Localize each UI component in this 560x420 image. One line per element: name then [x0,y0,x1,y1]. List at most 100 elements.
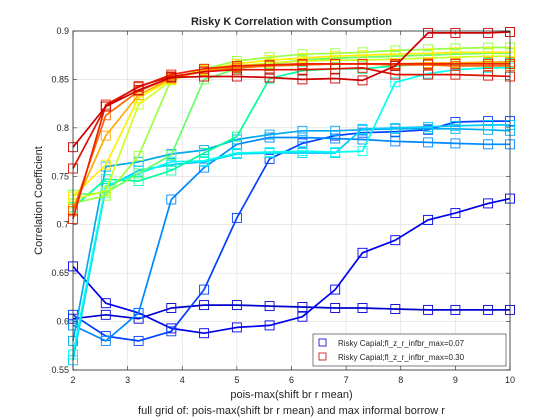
series-line [72,124,510,361]
data-point-marker [297,125,308,136]
x-tick-label: 8 [398,375,403,385]
y-tick-label: 0.55 [51,365,69,375]
data-point-marker [450,120,461,131]
data-point-marker [297,64,308,75]
data-point-marker [297,302,308,312]
data-point-marker [450,304,461,315]
data-point-marker [199,300,210,311]
data-point-marker [297,132,308,143]
x-tick-label: 7 [344,375,349,385]
data-point-marker [199,284,210,295]
data-point-marker [330,51,341,62]
data-point-marker [297,74,308,85]
data-point-marker [133,176,144,187]
data-point-marker [133,335,144,346]
y-tick-label: 0.8 [56,123,69,133]
series-line [72,127,511,342]
data-point-marker [330,147,341,158]
chart-title: Risky K Correlation with Consumption [191,16,392,28]
data-point-marker [450,58,461,69]
data-point-marker [423,214,434,225]
data-point-marker [133,313,144,324]
data-point-marker [199,71,210,82]
data-point-marker [166,303,177,313]
data-point-marker [330,303,341,313]
series-line [72,120,510,342]
data-point-marker [330,284,341,295]
data-point-marker [264,129,275,140]
data-point-marker [231,300,242,311]
data-point-marker [100,101,111,112]
data-point-marker [166,165,177,176]
data-point-marker [100,130,111,141]
legend: Risky Capial;fl_z_r_infbr_max=0.07 Risky… [312,333,507,367]
data-point-marker [231,71,242,82]
data-point-marker [264,301,275,312]
data-point-marker [231,322,242,333]
y-tick-label: 0.9 [56,26,69,36]
data-point-marker [357,134,368,145]
data-point-marker [231,131,242,142]
data-point-marker [390,304,401,314]
data-point-marker [483,47,494,58]
data-point-marker [100,159,111,170]
data-point-marker [297,58,308,69]
data-point-marker [133,85,144,96]
chart-caption: full grid of: pois-max(shift br r mean) … [138,405,445,417]
data-point-marker [100,335,111,346]
y-tick-label: 0.85 [51,74,69,84]
series-line [72,51,510,198]
x-tick-label: 10 [505,375,515,385]
data-point-marker [330,63,341,74]
legend-marker-2 [318,352,327,361]
data-point-marker [199,328,210,339]
data-point-marker [423,58,434,69]
legend-box [312,333,507,367]
data-point-marker [231,148,242,158]
data-point-marker [133,307,144,318]
data-point-marker [166,194,177,205]
y-tick-label: 0.65 [51,268,69,278]
y-tick-label: 0.6 [56,317,69,327]
data-point-marker [483,70,494,81]
data-point-marker [166,72,177,83]
x-tick-label: 3 [125,375,130,385]
y-tick-label: 0.7 [56,220,69,230]
data-point-marker [390,77,401,88]
data-point-marker [357,123,368,134]
series-line [72,31,511,148]
x-tick-label: 9 [453,375,458,385]
y-axis-label: Correlation Coefficient [33,146,45,255]
data-point-marker [199,155,210,166]
data-point-marker [264,72,275,83]
data-point-marker [166,326,177,337]
data-point-marker [483,120,494,130]
data-point-marker [199,148,210,158]
data-point-marker [357,303,368,313]
data-point-marker [483,139,494,150]
data-point-marker [450,138,461,149]
data-point-marker [330,73,341,84]
data-point-marker [483,27,494,38]
series-line [72,66,510,355]
data-point-marker [133,99,144,110]
data-point-marker [390,122,401,133]
series-2 [68,193,515,339]
data-point-marker [483,58,494,69]
data-point-marker [264,147,275,158]
series-line [72,197,511,335]
data-point-marker [264,153,275,164]
series-line [72,46,510,205]
data-point-marker [100,298,111,309]
series-line [72,55,510,201]
data-point-marker [297,311,308,322]
data-point-marker [423,48,434,59]
data-point-marker [264,320,275,331]
series-line [72,136,510,342]
data-point-marker [357,62,368,73]
legend-label-2: Risky Capial;fl_z_r_infbr_max=0.30 [338,353,465,362]
ticks: 2 3 4 5 6 7 8 9 10 0.55 0.6 0.65 0.7 0.75 0.8 0.85 0.9 [51,26,515,385]
x-tick-label: 4 [180,375,185,385]
data-point-marker [330,125,341,136]
